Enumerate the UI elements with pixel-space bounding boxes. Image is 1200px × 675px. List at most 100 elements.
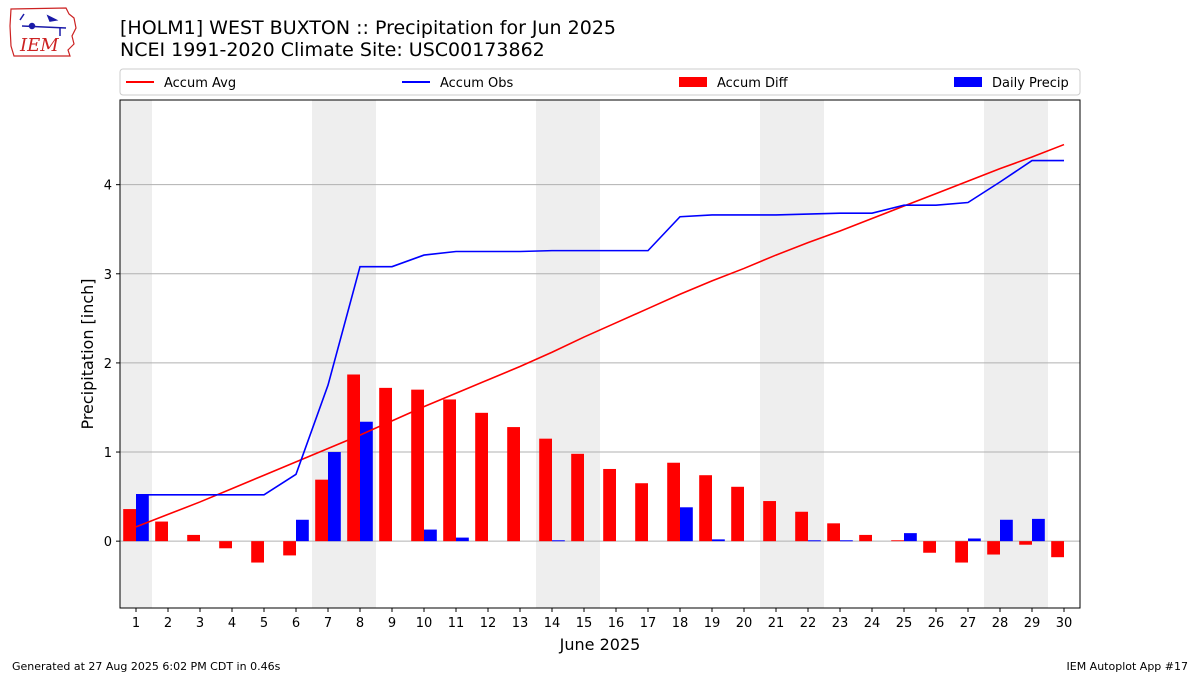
x-tick-label: 4 xyxy=(228,616,236,631)
x-tick-label: 6 xyxy=(292,616,300,631)
daily-precip-bar xyxy=(680,507,693,542)
accum-diff-bar xyxy=(411,389,424,542)
accum-diff-bar xyxy=(347,374,360,542)
x-tick-label: 24 xyxy=(864,616,881,631)
accum-diff-bar xyxy=(539,438,552,542)
daily-precip-bar xyxy=(1000,519,1013,542)
daily-precip-bar xyxy=(968,538,981,542)
x-tick-label: 2 xyxy=(164,616,172,631)
accum-diff-bar xyxy=(859,534,872,542)
accum-diff-bar xyxy=(379,387,392,542)
accum-diff-bar xyxy=(827,523,840,542)
iem-logo: IEM xyxy=(9,7,77,57)
x-tick-label: 11 xyxy=(448,616,465,631)
x-tick-label: 23 xyxy=(832,616,849,631)
accum-obs-line xyxy=(136,159,1064,496)
accum-diff-bar xyxy=(187,534,200,542)
accum-avg-line xyxy=(135,143,1065,528)
accum-diff-bar xyxy=(571,453,584,542)
x-tick-label: 18 xyxy=(672,616,689,631)
accum-diff-bar xyxy=(1019,541,1032,545)
app-credit: IEM Autoplot App #17 xyxy=(1066,660,1189,673)
chart-title: [HOLM1] WEST BUXTON :: Precipitation for… xyxy=(120,17,616,39)
x-tick-label: 10 xyxy=(416,616,433,631)
accum-diff-bar xyxy=(155,521,168,542)
daily-precip-bar xyxy=(328,452,341,542)
y-gridlines xyxy=(120,184,1080,542)
x-tick-label: 28 xyxy=(992,616,1009,631)
accum-diff-bar xyxy=(891,540,904,542)
accum-diff-bar xyxy=(603,468,616,542)
x-tick-label: 13 xyxy=(512,616,529,631)
x-tick-label: 15 xyxy=(576,616,593,631)
x-tick-label: 19 xyxy=(704,616,721,631)
accum-diff-bar xyxy=(987,541,1000,555)
y-axis-label: Precipitation [inch] xyxy=(78,278,97,429)
accum-diff-bar xyxy=(667,462,680,542)
legend-label: Accum Obs xyxy=(440,76,513,91)
accum-diff-bar xyxy=(635,483,648,542)
x-tick-label: 9 xyxy=(388,616,396,631)
lines xyxy=(135,143,1065,528)
x-tick-label: 3 xyxy=(196,616,204,631)
bars xyxy=(123,374,1064,563)
x-tick-label: 21 xyxy=(768,616,785,631)
daily-precip-bar xyxy=(296,519,309,542)
daily-precip-bar xyxy=(360,421,373,542)
x-tick-label: 14 xyxy=(544,616,561,631)
accum-diff-bar xyxy=(123,509,136,542)
x-tick-label: 1 xyxy=(132,616,140,631)
daily-precip-bar xyxy=(904,533,917,542)
daily-precip-bar xyxy=(840,540,853,542)
x-tick-label: 26 xyxy=(928,616,945,631)
y-tick-label: 2 xyxy=(104,357,112,372)
x-axis-label: June 2025 xyxy=(559,635,641,654)
accum-diff-bar xyxy=(283,541,296,556)
accum-diff-bar xyxy=(1051,541,1064,558)
x-tick-label: 25 xyxy=(896,616,913,631)
daily-precip-bar xyxy=(424,529,437,542)
x-tick-label: 20 xyxy=(736,616,753,631)
daily-precip-bar xyxy=(1032,518,1045,542)
y-tick-label: 4 xyxy=(104,179,112,194)
x-tick-label: 8 xyxy=(356,616,364,631)
x-tick-label: 27 xyxy=(960,616,977,631)
accum-diff-bar xyxy=(923,541,936,553)
legend-swatch-bar xyxy=(679,77,707,87)
accum-diff-bar xyxy=(731,486,744,542)
accum-diff-bar xyxy=(763,501,776,542)
x-tick-label: 16 xyxy=(608,616,625,631)
legend-label: Accum Avg xyxy=(164,76,236,91)
accum-diff-bar xyxy=(699,475,712,542)
y-tick-label: 1 xyxy=(104,446,112,461)
accum-diff-bar xyxy=(955,541,968,563)
daily-precip-bar xyxy=(552,540,565,542)
x-tick-label: 30 xyxy=(1056,616,1073,631)
chart-subtitle: NCEI 1991-2020 Climate Site: USC00173862 xyxy=(120,39,545,61)
x-tick-label: 29 xyxy=(1024,616,1041,631)
legend-box xyxy=(119,68,1081,96)
x-tick-label: 5 xyxy=(260,616,268,631)
accum-diff-bar xyxy=(475,412,488,542)
logo-text: IEM xyxy=(19,35,59,56)
plot-frame xyxy=(119,99,1081,609)
daily-precip-bar xyxy=(808,540,821,542)
generated-timestamp: Generated at 27 Aug 2025 6:02 PM CDT in … xyxy=(12,660,281,673)
x-tick-label: 22 xyxy=(800,616,817,631)
accum-diff-bar xyxy=(507,427,520,542)
axes: 1 2 3 4 5 6 7 8 9 10 11 12 13 14 15 16 17 18 19 20 21 22 23 24 2… xyxy=(78,99,1081,654)
daily-precip-bar xyxy=(456,537,469,542)
daily-precip-bar xyxy=(712,539,725,542)
x-tick-label: 12 xyxy=(480,616,497,631)
accum-diff-bar xyxy=(219,541,232,549)
x-tick-label: 7 xyxy=(324,616,332,631)
y-tick-label: 0 xyxy=(104,535,112,550)
accum-diff-bar xyxy=(251,541,264,563)
legend-label: Accum Diff xyxy=(717,76,789,91)
accum-diff-bar xyxy=(795,511,808,542)
daily-precip-bar xyxy=(136,494,149,542)
legend-swatch-bar xyxy=(954,77,982,87)
x-tick-label: 17 xyxy=(640,616,657,631)
accum-diff-bar xyxy=(443,399,456,542)
